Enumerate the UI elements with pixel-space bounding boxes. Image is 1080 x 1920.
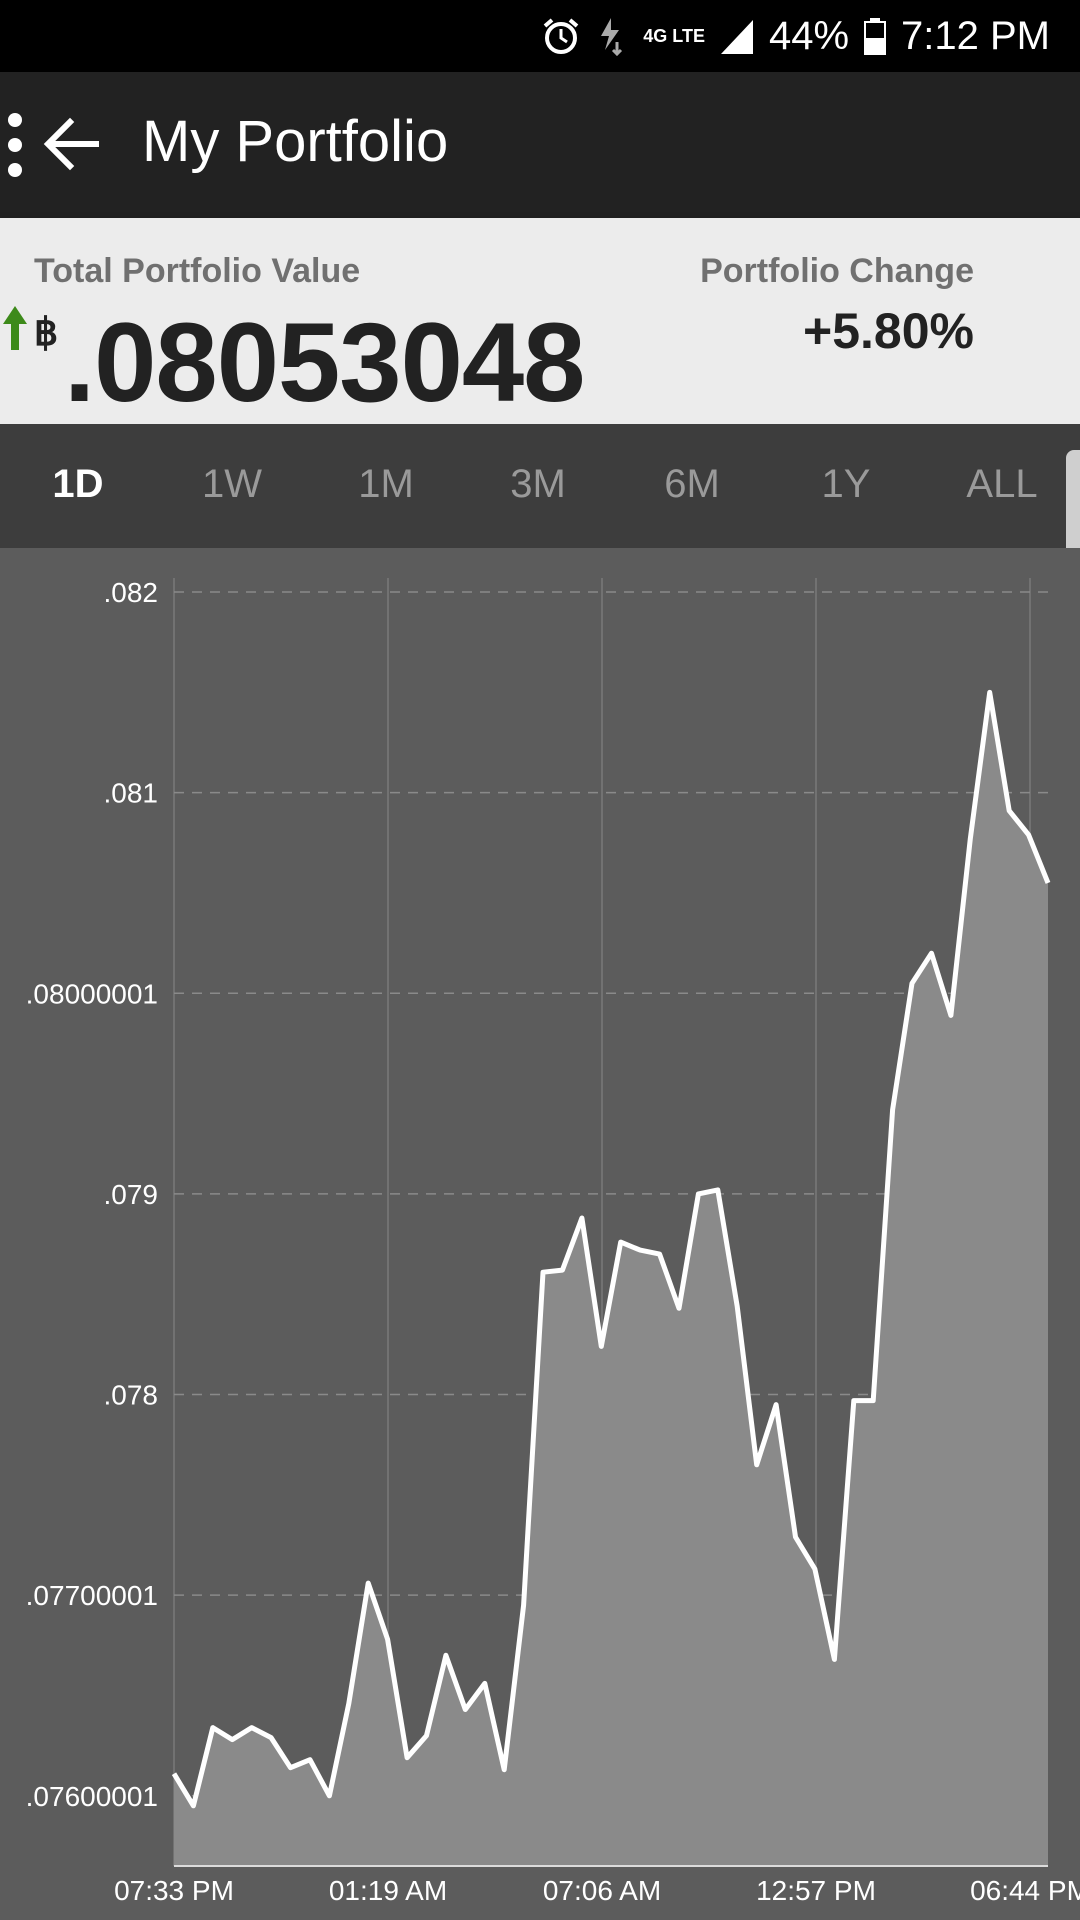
- arrow-up-icon: [3, 306, 27, 350]
- battery-icon: [864, 18, 887, 55]
- network-4g-icon: 4G LTE: [643, 25, 705, 46]
- clock: 7:12 PM: [901, 13, 1050, 58]
- tab-all[interactable]: ALL: [966, 462, 1038, 506]
- app-bar: My Portfolio: [0, 72, 1080, 218]
- x-tick-label: 12:57 PM: [756, 1875, 876, 1906]
- status-icons: 4G LTE 44% 7:12 PM: [541, 0, 1050, 72]
- arrow-left-icon[interactable]: [40, 112, 104, 176]
- alarm-icon: [543, 18, 579, 54]
- tab-6m[interactable]: 6M: [664, 462, 720, 506]
- more-vert-icon[interactable]: [0, 112, 30, 178]
- bitcoin-symbol: ฿: [34, 312, 59, 354]
- page-title: My Portfolio: [142, 109, 449, 174]
- y-tick-label: .082: [104, 577, 159, 608]
- x-tick-label: 07:33 PM: [114, 1875, 234, 1906]
- portfolio-chart: .082 .081 .08000001 .079 .078 .07700001 .07600…: [26, 577, 1080, 1906]
- chart-area: .082 .081 .08000001 .079 .078 .07700001 .07600…: [0, 548, 1080, 1920]
- series-area-fill: [174, 692, 1048, 1866]
- y-tick-label: .078: [104, 1380, 159, 1411]
- total-value-label: Total Portfolio Value: [34, 252, 361, 290]
- total-value: .08053048: [64, 300, 585, 425]
- tab-3m[interactable]: 3M: [510, 462, 566, 506]
- tab-1y[interactable]: 1Y: [821, 462, 871, 506]
- x-tick-label: 06:44 PM: [970, 1875, 1080, 1906]
- change-value: +5.80%: [803, 303, 974, 359]
- battery-percent: 44%: [768, 13, 850, 58]
- tab-1m[interactable]: 1M: [358, 462, 414, 506]
- range-tabs: 1D 1W 1M 3M 6M 1Y ALL: [0, 424, 1080, 548]
- tab-1d[interactable]: 1D: [52, 462, 104, 506]
- tab-1w[interactable]: 1W: [202, 462, 262, 506]
- y-tick-label: .07700001: [26, 1580, 158, 1611]
- x-tick-label: 07:06 AM: [543, 1875, 661, 1906]
- y-tick-label: .08000001: [26, 978, 158, 1009]
- x-tick-label: 01:19 AM: [329, 1875, 447, 1906]
- status-bar: 4G LTE 44% 7:12 PM: [0, 0, 1080, 72]
- y-tick-label: .081: [104, 778, 159, 809]
- y-tick-label: .07600001: [26, 1781, 158, 1812]
- change-label: Portfolio Change: [700, 252, 974, 290]
- y-tick-label: .079: [104, 1179, 159, 1210]
- signal-icon: [720, 20, 753, 54]
- charging-icon: [601, 18, 623, 56]
- portfolio-summary: Total Portfolio Value ฿ .08053048 Portfo…: [0, 218, 1080, 425]
- series-line: [171, 689, 1051, 1809]
